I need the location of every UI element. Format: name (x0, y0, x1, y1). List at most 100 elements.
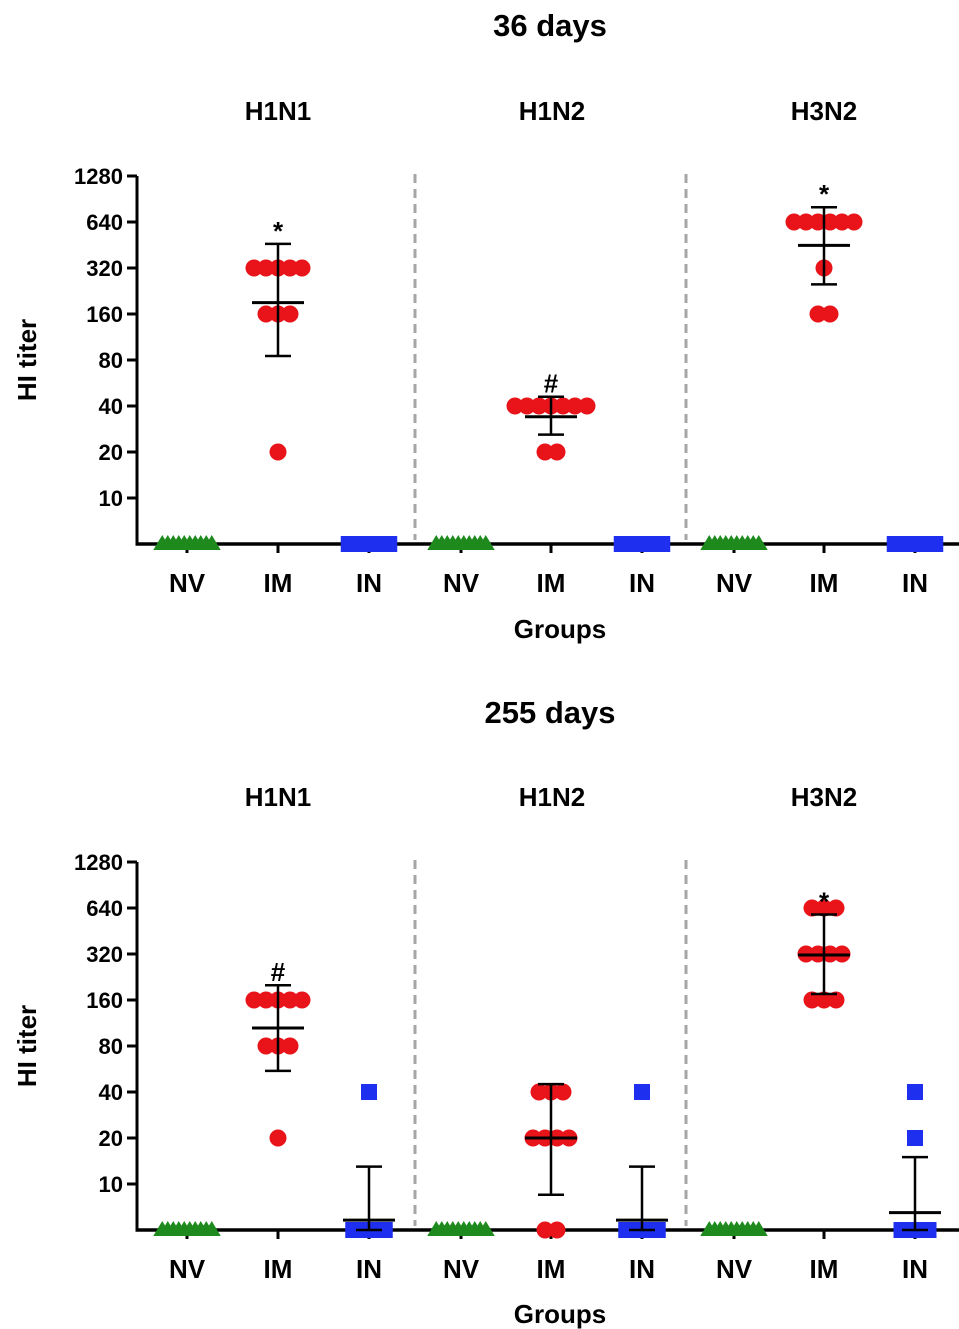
data-point (281, 305, 299, 323)
chart-title: 36 days (493, 8, 607, 43)
data-point (381, 536, 398, 552)
data-point (803, 991, 821, 1009)
data-point (554, 397, 572, 415)
data-point (281, 259, 299, 277)
data-point (809, 213, 827, 231)
y-axis-label: HI titer (12, 1005, 42, 1087)
x-tick-label: IN (902, 568, 928, 598)
x-tick-label: IM (810, 568, 839, 598)
y-tick-label: 320 (86, 942, 123, 967)
data-point (281, 991, 299, 1009)
chart-255-days: 255 days H1N1 H1N2 H3N2 HI titer Groups … (12, 695, 959, 1329)
x-tick-label: IN (356, 568, 382, 598)
significance-marker: * (273, 216, 284, 246)
x-tick-label: IM (537, 1254, 566, 1284)
chart-title: 255 days (485, 695, 616, 730)
data-point (476, 1221, 495, 1236)
data-point (809, 305, 827, 323)
panel-title-h1n1: H1N1 (245, 782, 311, 812)
y-tick-label: 20 (99, 1126, 123, 1151)
data-point (907, 1084, 923, 1100)
data-point (654, 536, 671, 552)
panel-title-h3n2: H3N2 (791, 96, 857, 126)
y-axis-label: HI titer (12, 319, 42, 401)
data-point (554, 1083, 572, 1101)
data-point (815, 991, 833, 1009)
data-point (530, 1083, 548, 1101)
x-axis-label: Groups (514, 1299, 606, 1329)
data-point (293, 991, 311, 1009)
x-tick-label: IM (264, 568, 293, 598)
y-tick-label: 40 (99, 394, 123, 419)
data-point (536, 1221, 554, 1239)
panel-title-h3n2: H3N2 (791, 782, 857, 812)
data-point (920, 1222, 937, 1238)
data-point (803, 899, 821, 917)
data-point (257, 991, 275, 1009)
data-point (821, 305, 839, 323)
significance-marker: # (271, 957, 286, 987)
data-point (293, 259, 311, 277)
data-point (548, 443, 566, 461)
data-point (202, 535, 221, 550)
chart-36-days: 36 days H1N1 H1N2 H3N2 HI titer Groups 1… (12, 8, 959, 644)
x-tick-label: NV (716, 568, 753, 598)
data-point (245, 259, 263, 277)
y-tick-label: 40 (99, 1080, 123, 1105)
x-tick-label: IN (356, 1254, 382, 1284)
data-point (927, 536, 944, 552)
chart-marks: 10 20 40 80 160 320 640 1280 NV IM # IN NV IM IN NV IM * I… (74, 850, 959, 1284)
significance-marker: * (819, 179, 830, 209)
data-point (202, 1221, 221, 1236)
y-tick-label: 640 (86, 896, 123, 921)
data-point (376, 1222, 393, 1238)
x-tick-label: NV (443, 568, 480, 598)
y-tick-label: 1280 (74, 164, 123, 189)
data-point (827, 991, 845, 1009)
data-point (518, 397, 536, 415)
data-point (578, 397, 596, 415)
y-tick-label: 320 (86, 256, 123, 281)
y-tick-label: 10 (99, 1172, 123, 1197)
data-point (476, 535, 495, 550)
data-point (506, 397, 524, 415)
x-tick-label: IM (537, 568, 566, 598)
data-point (257, 305, 275, 323)
x-tick-label: IM (810, 1254, 839, 1284)
data-point (536, 443, 554, 461)
data-point (269, 443, 287, 461)
x-tick-label: NV (443, 1254, 480, 1284)
data-point (245, 991, 263, 1009)
y-tick-label: 160 (86, 988, 123, 1013)
data-point (548, 1221, 566, 1239)
significance-marker: # (544, 369, 559, 399)
data-point (815, 899, 833, 917)
x-tick-label: NV (169, 568, 206, 598)
data-point (257, 1037, 275, 1055)
y-tick-label: 20 (99, 440, 123, 465)
data-point (907, 1130, 923, 1146)
data-point (269, 1129, 287, 1147)
panel-title-h1n2: H1N2 (519, 782, 585, 812)
chart-marks: 10 20 40 80 160 320 640 1280 NV IM * IN NV IM # IN NV IM *… (74, 164, 959, 598)
data-point (361, 1084, 377, 1100)
data-point (281, 1037, 299, 1055)
data-point (749, 1221, 768, 1236)
data-point (827, 899, 845, 917)
x-tick-label: NV (716, 1254, 753, 1284)
panel-title-h1n2: H1N2 (519, 96, 585, 126)
data-point (566, 397, 584, 415)
data-point (530, 397, 548, 415)
data-point (833, 213, 851, 231)
panel-title-h1n1: H1N1 (245, 96, 311, 126)
data-point (845, 213, 863, 231)
y-tick-label: 80 (99, 1034, 123, 1059)
x-tick-label: IN (902, 1254, 928, 1284)
x-axis-label: Groups (514, 614, 606, 644)
y-tick-label: 160 (86, 302, 123, 327)
data-point (749, 535, 768, 550)
data-point (821, 213, 839, 231)
y-tick-label: 1280 (74, 850, 123, 875)
data-point (649, 1222, 666, 1238)
